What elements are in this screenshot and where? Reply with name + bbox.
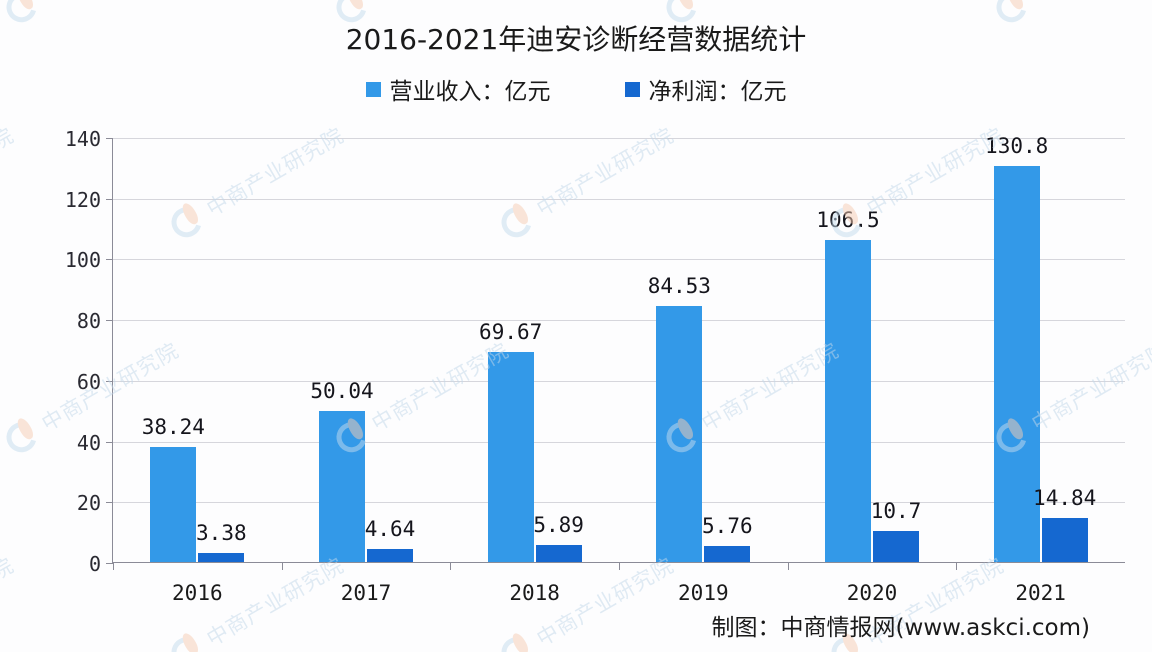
bar-net-profit[interactable] bbox=[535, 545, 582, 563]
x-axis-tick-label: 2021 bbox=[1015, 581, 1066, 605]
y-tick-mark bbox=[106, 259, 113, 261]
x-axis-tick-label: 2016 bbox=[172, 581, 223, 605]
bar-net-profit[interactable] bbox=[704, 545, 751, 563]
gridline bbox=[113, 259, 1125, 261]
y-axis-tick-label: 60 bbox=[76, 369, 101, 394]
y-axis-line bbox=[112, 138, 113, 563]
x-axis-line bbox=[112, 562, 1125, 563]
legend-item-net-profit[interactable]: 净利润：亿元 bbox=[624, 72, 787, 106]
watermark-text: 中商产业研究院 bbox=[366, 0, 514, 8]
bar-revenue[interactable] bbox=[319, 411, 365, 563]
watermark-text: 中商产业研究院 bbox=[1026, 0, 1152, 8]
y-axis-tick-label: 100 bbox=[64, 248, 101, 273]
x-tick-mark bbox=[619, 563, 620, 570]
bar-label-revenue: 84.53 bbox=[647, 274, 711, 299]
y-axis-tick-label: 140 bbox=[64, 127, 101, 151]
x-tick-mark bbox=[956, 563, 958, 570]
gridline bbox=[113, 441, 1125, 443]
watermark-text: 中商产业研究院 bbox=[0, 123, 19, 221]
watermark-text: 中商产业研究院 bbox=[36, 0, 184, 8]
watermark-logo-icon bbox=[165, 628, 211, 652]
gridline bbox=[113, 320, 1125, 322]
legend-swatch-revenue bbox=[365, 81, 381, 97]
x-tick-mark bbox=[281, 563, 283, 570]
x-tick-mark bbox=[450, 563, 452, 570]
gridline bbox=[113, 502, 1125, 504]
x-axis-tick-label: 2019 bbox=[678, 581, 729, 605]
x-tick-mark bbox=[113, 563, 114, 570]
watermark-logo-icon bbox=[495, 628, 541, 652]
gridline bbox=[113, 198, 1125, 200]
y-tick-mark bbox=[106, 563, 113, 564]
legend-label-revenue: 营业收入：亿元 bbox=[389, 79, 551, 105]
bar-label-net-profit: 14.84 bbox=[1033, 485, 1097, 510]
y-tick-mark bbox=[106, 441, 113, 443]
bar-label-net-profit: 10.7 bbox=[870, 498, 922, 523]
bar-revenue[interactable] bbox=[993, 165, 1040, 563]
plot-area: 0 20 40 60 80 100 120 140 2016 38.24 3.38 2017 50.04… bbox=[65, 127, 1125, 605]
gridline bbox=[113, 380, 1125, 382]
y-tick-mark bbox=[106, 138, 113, 139]
bar-net-profit[interactable] bbox=[873, 530, 919, 563]
source-note: 制图：中商情报网(www.askci.com) bbox=[711, 615, 1090, 641]
bar-label-revenue: 69.67 bbox=[479, 319, 543, 344]
legend-label-net-profit: 净利润：亿元 bbox=[648, 79, 787, 105]
x-axis-tick-label: 2017 bbox=[340, 581, 392, 605]
watermark-text: 中商产业研究院 bbox=[696, 0, 844, 8]
bar-label-revenue: 38.24 bbox=[141, 414, 205, 439]
watermark: 中商产业研究院 bbox=[0, 548, 20, 652]
bar-net-profit[interactable] bbox=[198, 552, 245, 563]
y-tick-mark bbox=[106, 198, 113, 200]
bar-label-net-profit: 3.38 bbox=[196, 520, 247, 545]
bar-revenue[interactable] bbox=[656, 306, 703, 563]
bar-label-revenue: 50.04 bbox=[310, 379, 374, 404]
x-tick-mark bbox=[787, 563, 789, 570]
y-axis-tick-label: 40 bbox=[76, 430, 101, 455]
bar-net-profit[interactable] bbox=[367, 548, 413, 563]
bar-label-net-profit: 4.64 bbox=[364, 516, 416, 541]
bar-net-profit[interactable] bbox=[1041, 517, 1088, 563]
y-axis-tick-label: 120 bbox=[64, 187, 101, 212]
bar-label-revenue: 130.8 bbox=[985, 133, 1049, 158]
y-axis-tick-label: 20 bbox=[76, 491, 101, 516]
bar-label-net-profit: 5.76 bbox=[702, 513, 753, 538]
bar-revenue[interactable] bbox=[150, 446, 197, 563]
x-axis-tick-label: 2020 bbox=[846, 581, 898, 605]
x-axis-tick-label: 2018 bbox=[509, 581, 560, 605]
gridline bbox=[113, 138, 1125, 139]
y-tick-mark bbox=[106, 502, 113, 504]
bar-label-net-profit: 5.89 bbox=[533, 513, 584, 538]
y-axis-tick-label: 0 bbox=[88, 552, 101, 576]
y-tick-mark bbox=[106, 380, 113, 382]
chart-legend: 营业收入：亿元 净利润：亿元 bbox=[0, 72, 1152, 106]
legend-swatch-net-profit bbox=[624, 81, 640, 97]
bar-label-revenue: 106.5 bbox=[816, 207, 880, 232]
y-tick-mark bbox=[106, 320, 113, 322]
legend-item-revenue[interactable]: 营业收入：亿元 bbox=[365, 72, 551, 106]
watermark: 中商产业研究院 bbox=[0, 118, 20, 244]
y-axis-tick-label: 80 bbox=[76, 309, 101, 334]
watermark-text: 中商产业研究院 bbox=[0, 553, 19, 651]
chart-title: 2016-2021年迪安诊断经营数据统计 bbox=[345, 23, 807, 56]
bar-revenue[interactable] bbox=[825, 239, 871, 563]
bar-revenue[interactable] bbox=[487, 351, 534, 563]
